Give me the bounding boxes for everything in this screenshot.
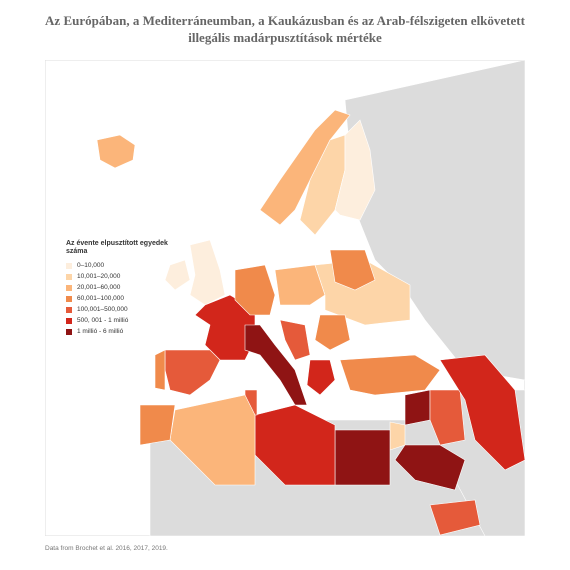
caucasus-iran <box>439 354 525 471</box>
ireland <box>164 259 191 291</box>
legend-title: Az évente elpusztított egyedek száma <box>66 240 168 255</box>
legend-swatch <box>66 306 72 313</box>
legend-swatch <box>66 262 72 269</box>
map <box>45 60 525 536</box>
legend-label: 500, 001 - 1 millió <box>77 317 129 324</box>
legend-item: 60,001–100,000 <box>66 293 128 304</box>
greece <box>306 359 336 396</box>
legend-label: 0–10,000 <box>77 262 105 269</box>
legend-label: 100,001–500,000 <box>77 306 128 313</box>
poland <box>274 264 326 306</box>
romania <box>314 314 351 351</box>
legend-item: 20,001–60,000 <box>66 282 128 293</box>
legend-swatch <box>66 317 72 324</box>
legend: 0–10,000 10,001–20,000 20,001–60,000 60,001… <box>66 260 128 337</box>
uk <box>189 239 226 306</box>
norway <box>259 109 351 226</box>
iraq <box>429 389 466 446</box>
legend-label: 10,001–20,000 <box>77 273 121 280</box>
saudi-arabia <box>394 444 466 491</box>
legend-item: 1 millió - 6 millió <box>66 326 128 337</box>
legend-label: 1 millió - 6 millió <box>77 328 124 335</box>
map-title: Az Európában, a Mediterráneumban, a Kauk… <box>45 13 525 45</box>
jordan-lebanon <box>389 421 406 451</box>
legend-item: 500, 001 - 1 millió <box>66 315 128 326</box>
russia-west <box>329 249 376 291</box>
legend-item: 100,001–500,000 <box>66 304 128 315</box>
yemen <box>429 499 481 536</box>
egypt <box>334 429 391 486</box>
legend-swatch <box>66 328 72 335</box>
turkey <box>339 354 441 396</box>
legend-label: 20,001–60,000 <box>77 284 121 291</box>
morocco <box>139 404 176 446</box>
legend-item: 0–10,000 <box>66 260 128 271</box>
legend-swatch <box>66 273 72 280</box>
spain <box>164 349 221 396</box>
iceland <box>96 134 136 169</box>
syria <box>404 389 431 426</box>
legend-swatch <box>66 295 72 302</box>
legend-swatch <box>66 284 72 291</box>
legend-item: 10,001–20,000 <box>66 271 128 282</box>
finland <box>334 119 376 221</box>
portugal <box>154 349 166 391</box>
italy <box>244 324 308 406</box>
balkans <box>279 319 311 361</box>
germany <box>234 264 276 316</box>
source-note: Data from Brochet et al. 2016, 2017, 201… <box>45 545 168 552</box>
legend-label: 60,001–100,000 <box>77 295 124 302</box>
